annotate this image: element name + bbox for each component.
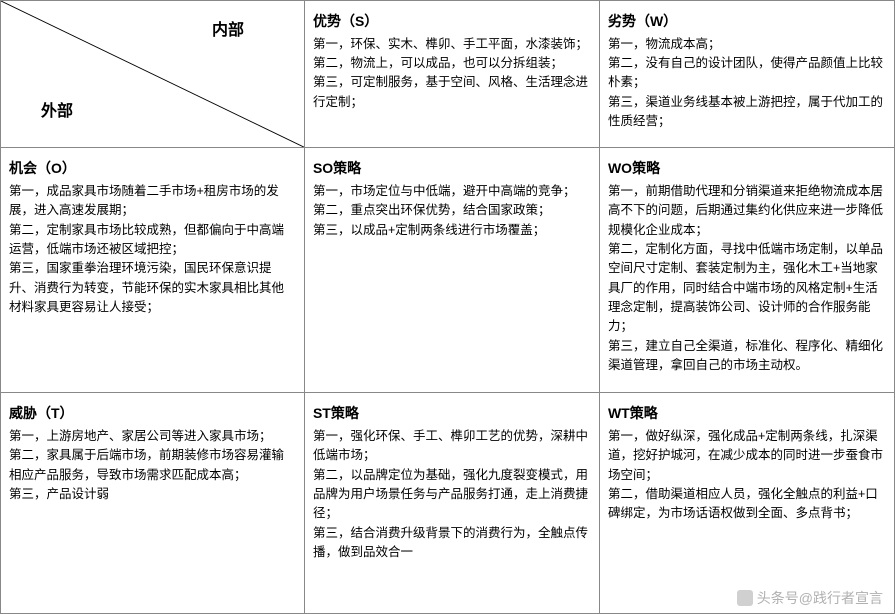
title-wo: WO策略 [608, 158, 886, 180]
body-strength: 第一，环保、实木、榫卯、手工平面，水漆装饰；第二，物流上，可以成品，也可以分拆组… [313, 35, 591, 113]
cell-strength: 优势（S） 第一，环保、实木、榫卯、手工平面，水漆装饰；第二，物流上，可以成品，… [304, 1, 599, 148]
cell-opportunity: 机会（O） 第一，成品家具市场随着二手市场+租房市场的发展，进入高速发展期；第二… [1, 148, 305, 393]
title-weakness: 劣势（W） [608, 11, 886, 33]
swot-matrix: 内部 外部 优势（S） 第一，环保、实木、榫卯、手工平面，水漆装饰；第二，物流上… [0, 0, 895, 614]
title-so: SO策略 [313, 158, 591, 180]
body-st: 第一，强化环保、手工、榫卯工艺的优势，深耕中低端市场；第二，以品牌定位为基础，强… [313, 427, 591, 563]
cell-weakness: 劣势（W） 第一，物流成本高；第二，没有自己的设计团队，使得产品颜值上比较朴素；… [599, 1, 894, 148]
cell-threat: 威胁（T） 第一，上游房地产、家居公司等进入家具市场；第二，家具属于后端市场，前… [1, 393, 305, 614]
body-opportunity: 第一，成品家具市场随着二手市场+租房市场的发展，进入高速发展期；第二，定制家具市… [9, 182, 296, 318]
body-wt: 第一，做好纵深，强化成品+定制两条线，扎深渠道，挖好护城河，在减少成本的同时进一… [608, 427, 886, 524]
diag-header-cell: 内部 外部 [1, 1, 305, 148]
title-st: ST策略 [313, 403, 591, 425]
body-threat: 第一，上游房地产、家居公司等进入家具市场；第二，家具属于后端市场，前期装修市场容… [9, 427, 296, 505]
title-wt: WT策略 [608, 403, 886, 425]
cell-st: ST策略 第一，强化环保、手工、榫卯工艺的优势，深耕中低端市场；第二，以品牌定位… [304, 393, 599, 614]
body-so: 第一，市场定位与中低端，避开中高端的竞争；第二，重点突出环保优势，结合国家政策；… [313, 182, 591, 240]
body-weakness: 第一，物流成本高；第二，没有自己的设计团队，使得产品颜值上比较朴素；第三，渠道业… [608, 35, 886, 132]
header-external: 外部 [41, 100, 73, 125]
header-internal: 内部 [212, 19, 244, 44]
cell-wt: WT策略 第一，做好纵深，强化成品+定制两条线，扎深渠道，挖好护城河，在减少成本… [599, 393, 894, 614]
title-opportunity: 机会（O） [9, 158, 296, 180]
title-threat: 威胁（T） [9, 403, 296, 425]
body-wo: 第一，前期借助代理和分销渠道来拒绝物流成本居高不下的问题，后期通过集约化供应来进… [608, 182, 886, 376]
cell-so: SO策略 第一，市场定位与中低端，避开中高端的竞争；第二，重点突出环保优势，结合… [304, 148, 599, 393]
diagonal-line [1, 1, 304, 147]
cell-wo: WO策略 第一，前期借助代理和分销渠道来拒绝物流成本居高不下的问题，后期通过集约… [599, 148, 894, 393]
title-strength: 优势（S） [313, 11, 591, 33]
